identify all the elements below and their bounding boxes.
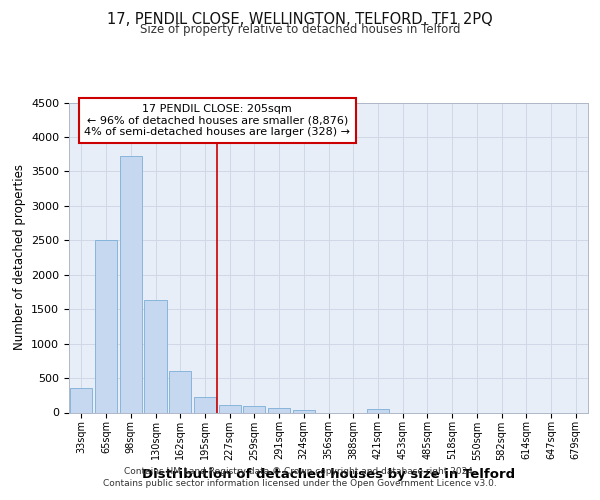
Text: Contains HM Land Registry data © Crown copyright and database right 2024.
Contai: Contains HM Land Registry data © Crown c…: [103, 466, 497, 487]
Bar: [145, 300, 167, 412]
X-axis label: Distribution of detached houses by size in Telford: Distribution of detached houses by size …: [142, 468, 515, 481]
Bar: [367, 408, 389, 412]
Bar: [268, 408, 290, 412]
Bar: [119, 156, 142, 412]
Bar: [70, 388, 92, 412]
Bar: [293, 410, 315, 412]
Text: 17, PENDIL CLOSE, WELLINGTON, TELFORD, TF1 2PQ: 17, PENDIL CLOSE, WELLINGTON, TELFORD, T…: [107, 12, 493, 28]
Y-axis label: Number of detached properties: Number of detached properties: [13, 164, 26, 350]
Bar: [194, 396, 216, 412]
Bar: [95, 240, 117, 412]
Bar: [169, 371, 191, 412]
Text: Size of property relative to detached houses in Telford: Size of property relative to detached ho…: [140, 22, 460, 36]
Bar: [218, 404, 241, 412]
Text: 17 PENDIL CLOSE: 205sqm
← 96% of detached houses are smaller (8,876)
4% of semi-: 17 PENDIL CLOSE: 205sqm ← 96% of detache…: [84, 104, 350, 137]
Bar: [243, 406, 265, 412]
